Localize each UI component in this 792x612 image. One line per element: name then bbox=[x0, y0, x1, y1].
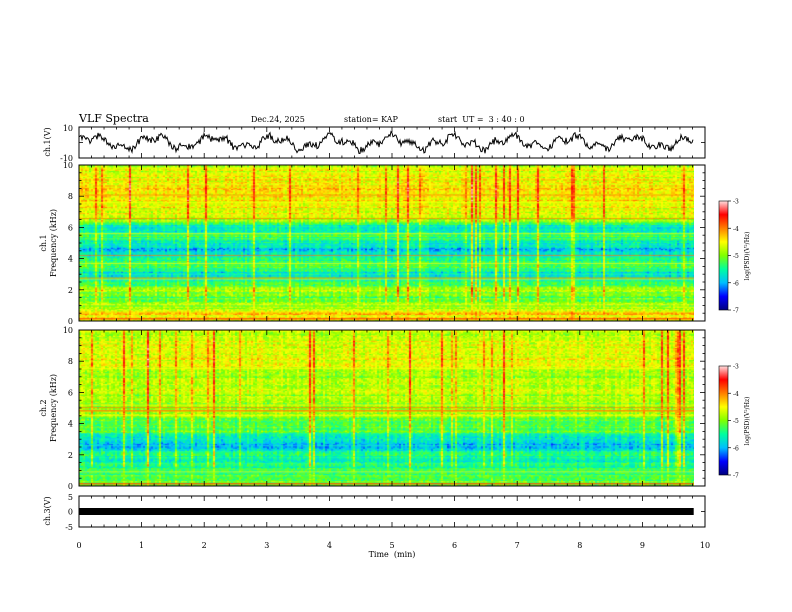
frequency-tick-label: 2 bbox=[68, 451, 73, 460]
ch2-frequency-ylabel: Frequency (kHz) bbox=[49, 374, 58, 442]
time-tick-label: 10 bbox=[700, 541, 710, 550]
ch1-colorbar: -3 -4 -5 -6 -7 log(PSD)(V²/Hz) bbox=[718, 199, 751, 315]
spectrogram-bitmap bbox=[79, 165, 694, 321]
figure-title: VLF Spectra bbox=[78, 112, 149, 125]
ch3-ytick-bottom: -5 bbox=[65, 523, 73, 532]
ch1-waveform-panel: 10 -10 ch.1(V) bbox=[43, 124, 706, 163]
ch1-ytick-top: 10 bbox=[63, 124, 73, 133]
time-tick-label: 2 bbox=[202, 541, 207, 550]
time-tick-label: 4 bbox=[327, 541, 332, 550]
time-tick-label: 0 bbox=[76, 541, 81, 550]
header-date: Dec.24, 2025 bbox=[251, 115, 305, 124]
ch2-spectrogram-panel: 0 2 4 6 8 10 ch.2 Frequency (kHz) -3 -4 -5 -6 -7 … bbox=[39, 326, 751, 491]
frequency-tick-label: 8 bbox=[68, 357, 73, 366]
colorbar-tick-label: -7 bbox=[733, 473, 739, 480]
time-tick-label: 7 bbox=[515, 541, 520, 550]
ch3-waveform-trace bbox=[79, 508, 694, 515]
frequency-tick-label: 8 bbox=[68, 192, 73, 201]
time-tick-label: 6 bbox=[452, 541, 457, 550]
ch1-spectrogram-panel: 0 2 4 6 8 10 ch.1 Frequency (kHz) -3 -4 -5 -6 -7 … bbox=[39, 161, 751, 326]
ch2-colorbar-ticks: -3 -4 -5 -6 -7 bbox=[728, 364, 739, 480]
ch2-colorbar-gradient bbox=[718, 365, 729, 476]
ch1-spectrogram-ticks bbox=[78, 164, 706, 322]
colorbar-tick-label: -6 bbox=[733, 280, 739, 287]
time-tick-label: 8 bbox=[577, 541, 582, 550]
time-tick-label: 9 bbox=[640, 541, 645, 550]
header-start-time: start UT = 3 : 40 : 0 bbox=[438, 115, 525, 124]
ch1-spectrogram-image bbox=[79, 165, 694, 321]
ch2-channel-label: ch.2 bbox=[39, 399, 48, 416]
ch1-colorbar-gradient bbox=[718, 200, 729, 311]
time-tick-label: 1 bbox=[139, 541, 144, 550]
frequency-tick-label: 0 bbox=[68, 482, 73, 491]
ch3-ytick-zero: 0 bbox=[68, 508, 73, 517]
ch1-spectrogram-yticklabels: 0 2 4 6 8 10 bbox=[63, 161, 73, 326]
frequency-tick-label: 10 bbox=[63, 326, 73, 335]
ch2-spectrogram-ticks bbox=[78, 329, 706, 487]
ch2-spectrogram-yticklabels: 0 2 4 6 8 10 bbox=[63, 326, 73, 491]
ch1-waveform-trace bbox=[78, 130, 694, 155]
ch1-waveform-ylabel: ch.1(V) bbox=[43, 127, 52, 156]
ch2-spectrogram-image bbox=[79, 330, 694, 486]
ch2-colorbar: -3 -4 -5 -6 -7 log(PSD)(V²/Hz) bbox=[718, 364, 751, 480]
ch1-colorbar-ticks: -3 -4 -5 -6 -7 bbox=[728, 199, 739, 315]
colorbar-tick-label: -4 bbox=[733, 226, 739, 233]
frequency-tick-label: 0 bbox=[68, 317, 73, 326]
header-station: station= KAP bbox=[344, 115, 399, 124]
colorbar-tick-label: -5 bbox=[733, 418, 739, 425]
ch1-ytick-bottom: -10 bbox=[60, 154, 73, 163]
frequency-tick-label: 2 bbox=[68, 286, 73, 295]
frequency-tick-label: 6 bbox=[68, 388, 73, 397]
ch1-colorbar-label: log(PSD)(V²/Hz) bbox=[744, 232, 751, 281]
ch1-frequency-ylabel: Frequency (kHz) bbox=[49, 209, 58, 277]
ch3-waveform-ticks: 0 bbox=[68, 495, 706, 528]
colorbar-tick-label: -3 bbox=[733, 364, 739, 371]
spectrogram-bitmap bbox=[79, 330, 694, 486]
ch3-waveform-ylabel: ch.3(V) bbox=[43, 496, 52, 525]
colorbar-tick-label: -4 bbox=[733, 391, 739, 398]
colorbar-tick-label: -6 bbox=[733, 445, 739, 452]
ch3-ytick-top: 5 bbox=[68, 493, 73, 502]
time-axis-ticklabels: 0 1 2 3 4 5 6 7 8 9 10 bbox=[76, 541, 710, 550]
time-tick-label: 3 bbox=[264, 541, 269, 550]
colorbar-tick-label: -5 bbox=[733, 253, 739, 260]
time-axis-label: Time (min) bbox=[369, 550, 416, 559]
time-tick-label: 5 bbox=[389, 541, 394, 550]
frequency-tick-label: 10 bbox=[63, 161, 73, 170]
colorbar-tick-label: -7 bbox=[733, 308, 739, 315]
ch3-waveform-panel: 0 5 -5 ch.3(V) bbox=[43, 493, 706, 532]
ch2-colorbar-label: log(PSD)(V²/Hz) bbox=[744, 397, 751, 446]
frequency-tick-label: 4 bbox=[68, 420, 73, 429]
frequency-tick-label: 6 bbox=[68, 223, 73, 232]
ch1-waveform-ticks bbox=[78, 126, 706, 159]
frequency-tick-label: 4 bbox=[68, 255, 73, 264]
colorbar-tick-label: -3 bbox=[733, 199, 739, 206]
ch1-channel-label: ch.1 bbox=[39, 234, 48, 251]
